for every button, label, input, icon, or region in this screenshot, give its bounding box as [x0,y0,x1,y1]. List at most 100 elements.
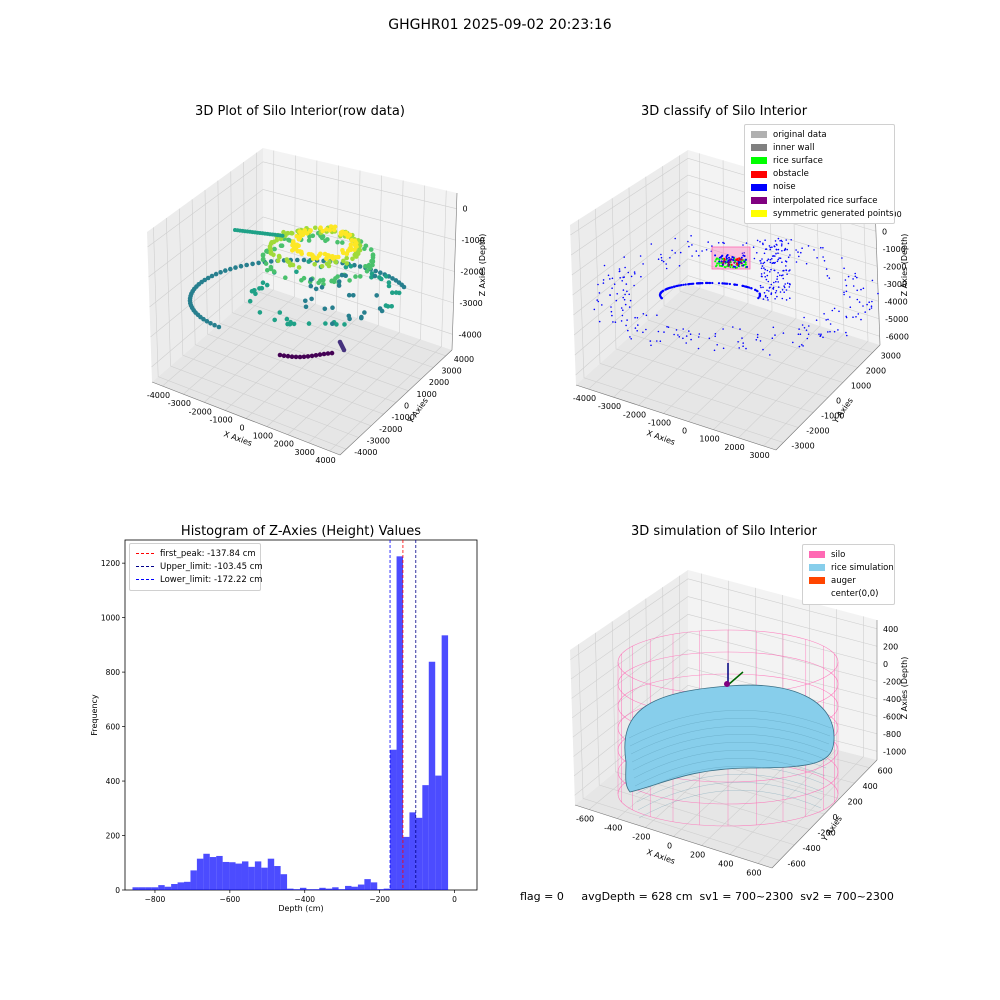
legend-swatch [809,591,825,598]
data-point [615,299,618,302]
data-point [761,265,764,267]
data-point [633,271,636,273]
histogram-bar [325,888,333,890]
x-tick-label: 400 [718,860,733,869]
legend-label: original data [773,129,827,140]
data-point [659,291,662,294]
surface-mesh [630,726,830,755]
data-point [358,274,363,279]
y-tick-label: -2000 [806,427,829,436]
histogram-bar [312,889,320,890]
data-point [862,287,865,290]
grid-line [230,171,421,380]
x-tick-label: −400 [294,895,315,904]
data-point [818,333,820,336]
data-point [739,328,741,330]
data-point [301,275,307,281]
data-point [843,291,845,294]
data-point [855,316,857,318]
grid-line [329,190,447,452]
legend-label: rice surface [773,155,823,166]
data-point [763,267,765,269]
data-point [290,248,295,253]
z-axis-label: Z Axies (Depth) [900,657,909,720]
data-point [362,246,367,251]
data-point [781,243,783,245]
data-point [807,245,810,247]
y-tick-label: 600 [878,767,893,776]
data-point [306,238,312,243]
data-point [665,267,668,270]
data-point [709,281,712,285]
data-point [662,260,665,263]
z-tick-label: -3000 [460,299,483,308]
data-point [324,227,329,232]
data-point [844,279,847,281]
data-point [208,321,213,326]
y-tick-label: 400 [863,782,878,791]
histogram-bar [241,861,249,890]
surface-mesh [638,790,822,819]
data-point [870,307,873,309]
data-point [642,331,644,334]
data-point [610,306,612,308]
surface-mesh [637,782,823,811]
x-tick-label: 0 [239,424,244,433]
data-point [730,263,733,266]
data-point [682,337,684,340]
data-point [698,254,700,257]
data-point [777,248,780,251]
data-point [257,310,263,315]
data-point [866,303,868,306]
data-point [623,298,626,301]
data-point [741,337,743,339]
data-point [202,277,207,283]
data-point [284,316,290,322]
data-point [745,242,748,244]
data-point [764,276,766,278]
data-point [797,333,800,336]
data-point [341,347,347,353]
z-tick-label: -6000 [886,332,909,341]
data-point [743,260,746,263]
grid-line [245,170,361,419]
data-point [766,259,769,262]
x-tick-label: 600 [746,869,761,878]
data-point [777,281,779,283]
grid-line [166,217,359,438]
data-point [622,289,625,291]
data-point [313,225,318,231]
data-point [854,272,856,275]
histogram-bar [209,857,217,890]
data-point [753,257,756,260]
data-point [296,265,302,270]
data-point [829,323,832,325]
data-point [769,261,772,264]
z-axis-line [874,204,881,346]
z-axis-line [451,192,458,351]
x-axis-line [575,384,777,451]
data-point [616,293,618,295]
histogram-bar [171,884,178,890]
data-point [664,288,667,291]
data-point [776,278,778,280]
y-tick-label: 1200 [101,559,120,568]
data-point [609,294,611,296]
data-point [603,264,606,267]
data-point [250,261,255,267]
data-point [772,286,775,289]
data-point [278,236,284,242]
data-point [620,307,623,309]
data-point [265,268,270,273]
data-point [636,330,638,332]
data-point [782,332,785,334]
data-point [756,333,759,336]
grid-line [763,201,869,447]
data-point [756,239,759,242]
x-axis-line [574,804,773,869]
data-point [847,275,850,278]
data-point [622,296,624,299]
grid-line [594,632,795,846]
data-point [673,333,675,336]
data-point [774,240,777,242]
